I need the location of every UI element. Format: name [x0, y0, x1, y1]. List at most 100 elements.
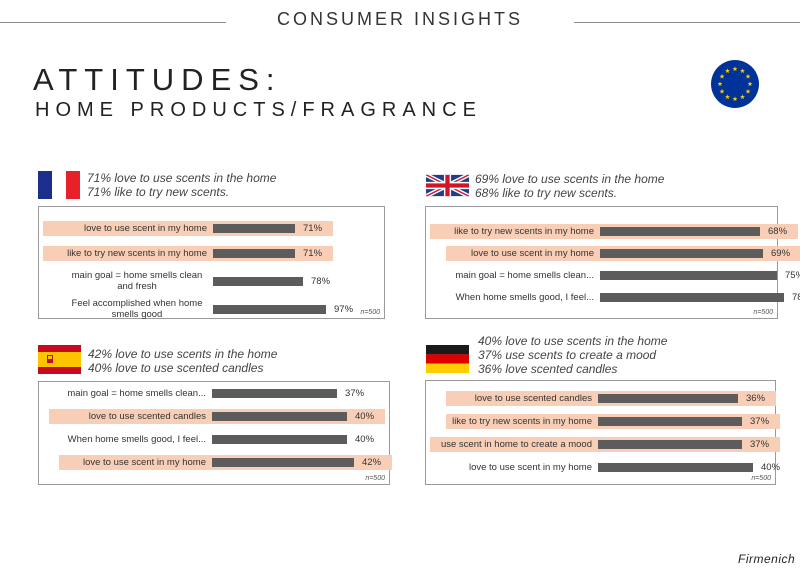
chart-row: like to try new scents in my home 37% — [426, 414, 780, 430]
category-label: love to use scent in my home — [470, 248, 594, 259]
france-flag-icon — [38, 171, 80, 199]
eu-star-icon — [719, 88, 725, 94]
bar — [600, 249, 763, 258]
category-label: When home smells good, I feel... — [455, 292, 594, 303]
eu-star-icon — [732, 96, 738, 102]
summary-spain: 42% love to use scents in the home 40% l… — [88, 347, 277, 375]
chart-row: use scent in home to create a mood 37% — [426, 437, 780, 453]
value-label: 40% — [355, 434, 375, 445]
bar — [213, 277, 303, 286]
firmenich-logo: Firmenich — [738, 552, 796, 566]
eu-star-icon — [740, 68, 745, 74]
chart-panel-france: love to use scent in my home 71% like to t… — [38, 206, 385, 320]
value-label: 42% — [362, 457, 382, 468]
value-label: 75% — [785, 270, 800, 281]
summary-line: 40% love to use scented candles — [88, 361, 264, 375]
sample-size-label: n=500 — [751, 475, 771, 482]
chart-row: love to use scent in my home 69% — [426, 246, 800, 262]
header-rule-right — [574, 22, 800, 23]
bar — [212, 458, 354, 467]
value-label: 97% — [334, 304, 354, 315]
category-label: like to try new scents in my home — [452, 416, 592, 427]
eu-star-icon — [745, 73, 751, 79]
value-label: 37% — [750, 416, 770, 427]
chart-row: When home smells good, I feel... 78% — [426, 290, 800, 306]
chart-row: love to use scent in my home 40% — [426, 460, 780, 476]
bar — [600, 227, 760, 236]
summary-line: 37% use scents to create a mood — [478, 348, 657, 362]
bar — [598, 440, 742, 449]
chart-panel-spain: main goal = home smells clean... 37% love … — [38, 381, 392, 485]
summary-line: 71% love to use scents in the home — [87, 171, 277, 185]
chart-row: main goal = home smells clean... 37% — [39, 386, 389, 402]
page-title: ATTITUDES: — [33, 62, 282, 97]
eu-star-icon — [725, 68, 730, 74]
chart-panel-germany: love to use scented candles 36% like to tr… — [425, 380, 780, 485]
category-label: love to use scent in my home — [82, 457, 206, 468]
eu-star-icon — [747, 81, 753, 87]
bar — [212, 412, 347, 421]
sample-size-label: n=500 — [365, 475, 385, 482]
spain-flag-icon — [38, 345, 81, 374]
summary-line: 68% like to try new scents. — [475, 186, 618, 200]
value-label: 37% — [345, 388, 365, 399]
value-label: 78% — [792, 292, 800, 303]
summary-line: 36% love scented candles — [478, 362, 618, 376]
value-label: 37% — [750, 439, 770, 450]
eu-flag-icon — [711, 60, 759, 108]
chart-row: like to try new scents in my home 71% — [39, 246, 384, 262]
category-label: main goal = home smells clean... — [67, 388, 206, 399]
summary-uk: 69% love to use scents in the home 68% l… — [475, 172, 664, 200]
uk-flag-icon — [426, 174, 469, 197]
summary-line: 69% love to use scents in the home — [475, 172, 665, 186]
bar — [213, 305, 326, 314]
category-label: When home smells good, I feel... — [67, 434, 206, 445]
sample-size-label: n=500 — [360, 309, 380, 316]
eu-star-icon — [717, 81, 723, 87]
category-label: use scent in home to create a mood — [440, 439, 592, 450]
category-label: like to try new scents in my home — [454, 226, 594, 237]
eu-star-icon — [732, 66, 738, 72]
chart-row: Feel accomplished when home smells good 9… — [39, 298, 384, 320]
value-label: 71% — [303, 223, 323, 234]
chart-row: love to use scented candles 36% — [426, 391, 776, 407]
category-label: love to use scent in my home — [83, 223, 207, 234]
chart-row: like to try new scents in my home 68% — [426, 224, 798, 240]
category-label: love to use scented candles — [88, 411, 206, 422]
eu-star-icon — [745, 88, 751, 94]
chart-row: love to use scented candles 40% — [39, 409, 389, 425]
sample-size-label: n=500 — [753, 309, 773, 316]
bar — [212, 389, 337, 398]
germany-flag-icon — [426, 345, 469, 373]
bar — [600, 271, 777, 280]
summary-france: 71% love to use scents in the home 71% l… — [87, 171, 276, 199]
bar — [212, 435, 347, 444]
value-label: 71% — [303, 248, 323, 259]
summary-line: 40% love to use scents in the home — [478, 334, 668, 348]
summary-line: 42% love to use scents in the home — [88, 347, 278, 361]
header-title: CONSUMER INSIGHTS — [276, 9, 523, 29]
chart-row: main goal = home smells clean... 75% — [426, 268, 800, 284]
category-label: love to use scented candles — [474, 393, 592, 404]
chart-row: When home smells good, I feel... 40% — [39, 432, 389, 448]
category-label: main goal = home smells clean... — [455, 270, 594, 281]
value-label: 36% — [746, 393, 766, 404]
bar — [598, 394, 738, 403]
bar — [598, 463, 753, 472]
category-label: Feel accomplished when home smells good — [71, 298, 203, 320]
eu-star-icon — [740, 94, 745, 100]
summary-line: 71% like to try new scents. — [87, 185, 230, 199]
value-label: 40% — [355, 411, 375, 422]
category-label: like to try new scents in my home — [67, 248, 207, 259]
value-label: 69% — [771, 248, 791, 259]
summary-germany: 40% love to use scents in the home 37% u… — [478, 334, 667, 376]
page-subtitle: HOME PRODUCTS/FRAGRANCE — [35, 99, 482, 121]
chart-panel-uk: like to try new scents in my home 68% love… — [425, 206, 800, 319]
chart-row: love to use scent in my home 71% — [39, 221, 384, 237]
value-label: 78% — [311, 276, 331, 287]
header-rule-left — [0, 22, 226, 23]
eu-star-icon — [725, 94, 730, 100]
value-label: 68% — [768, 226, 788, 237]
category-label: main goal = home smells clean and fresh — [71, 270, 203, 292]
bar — [213, 224, 295, 233]
